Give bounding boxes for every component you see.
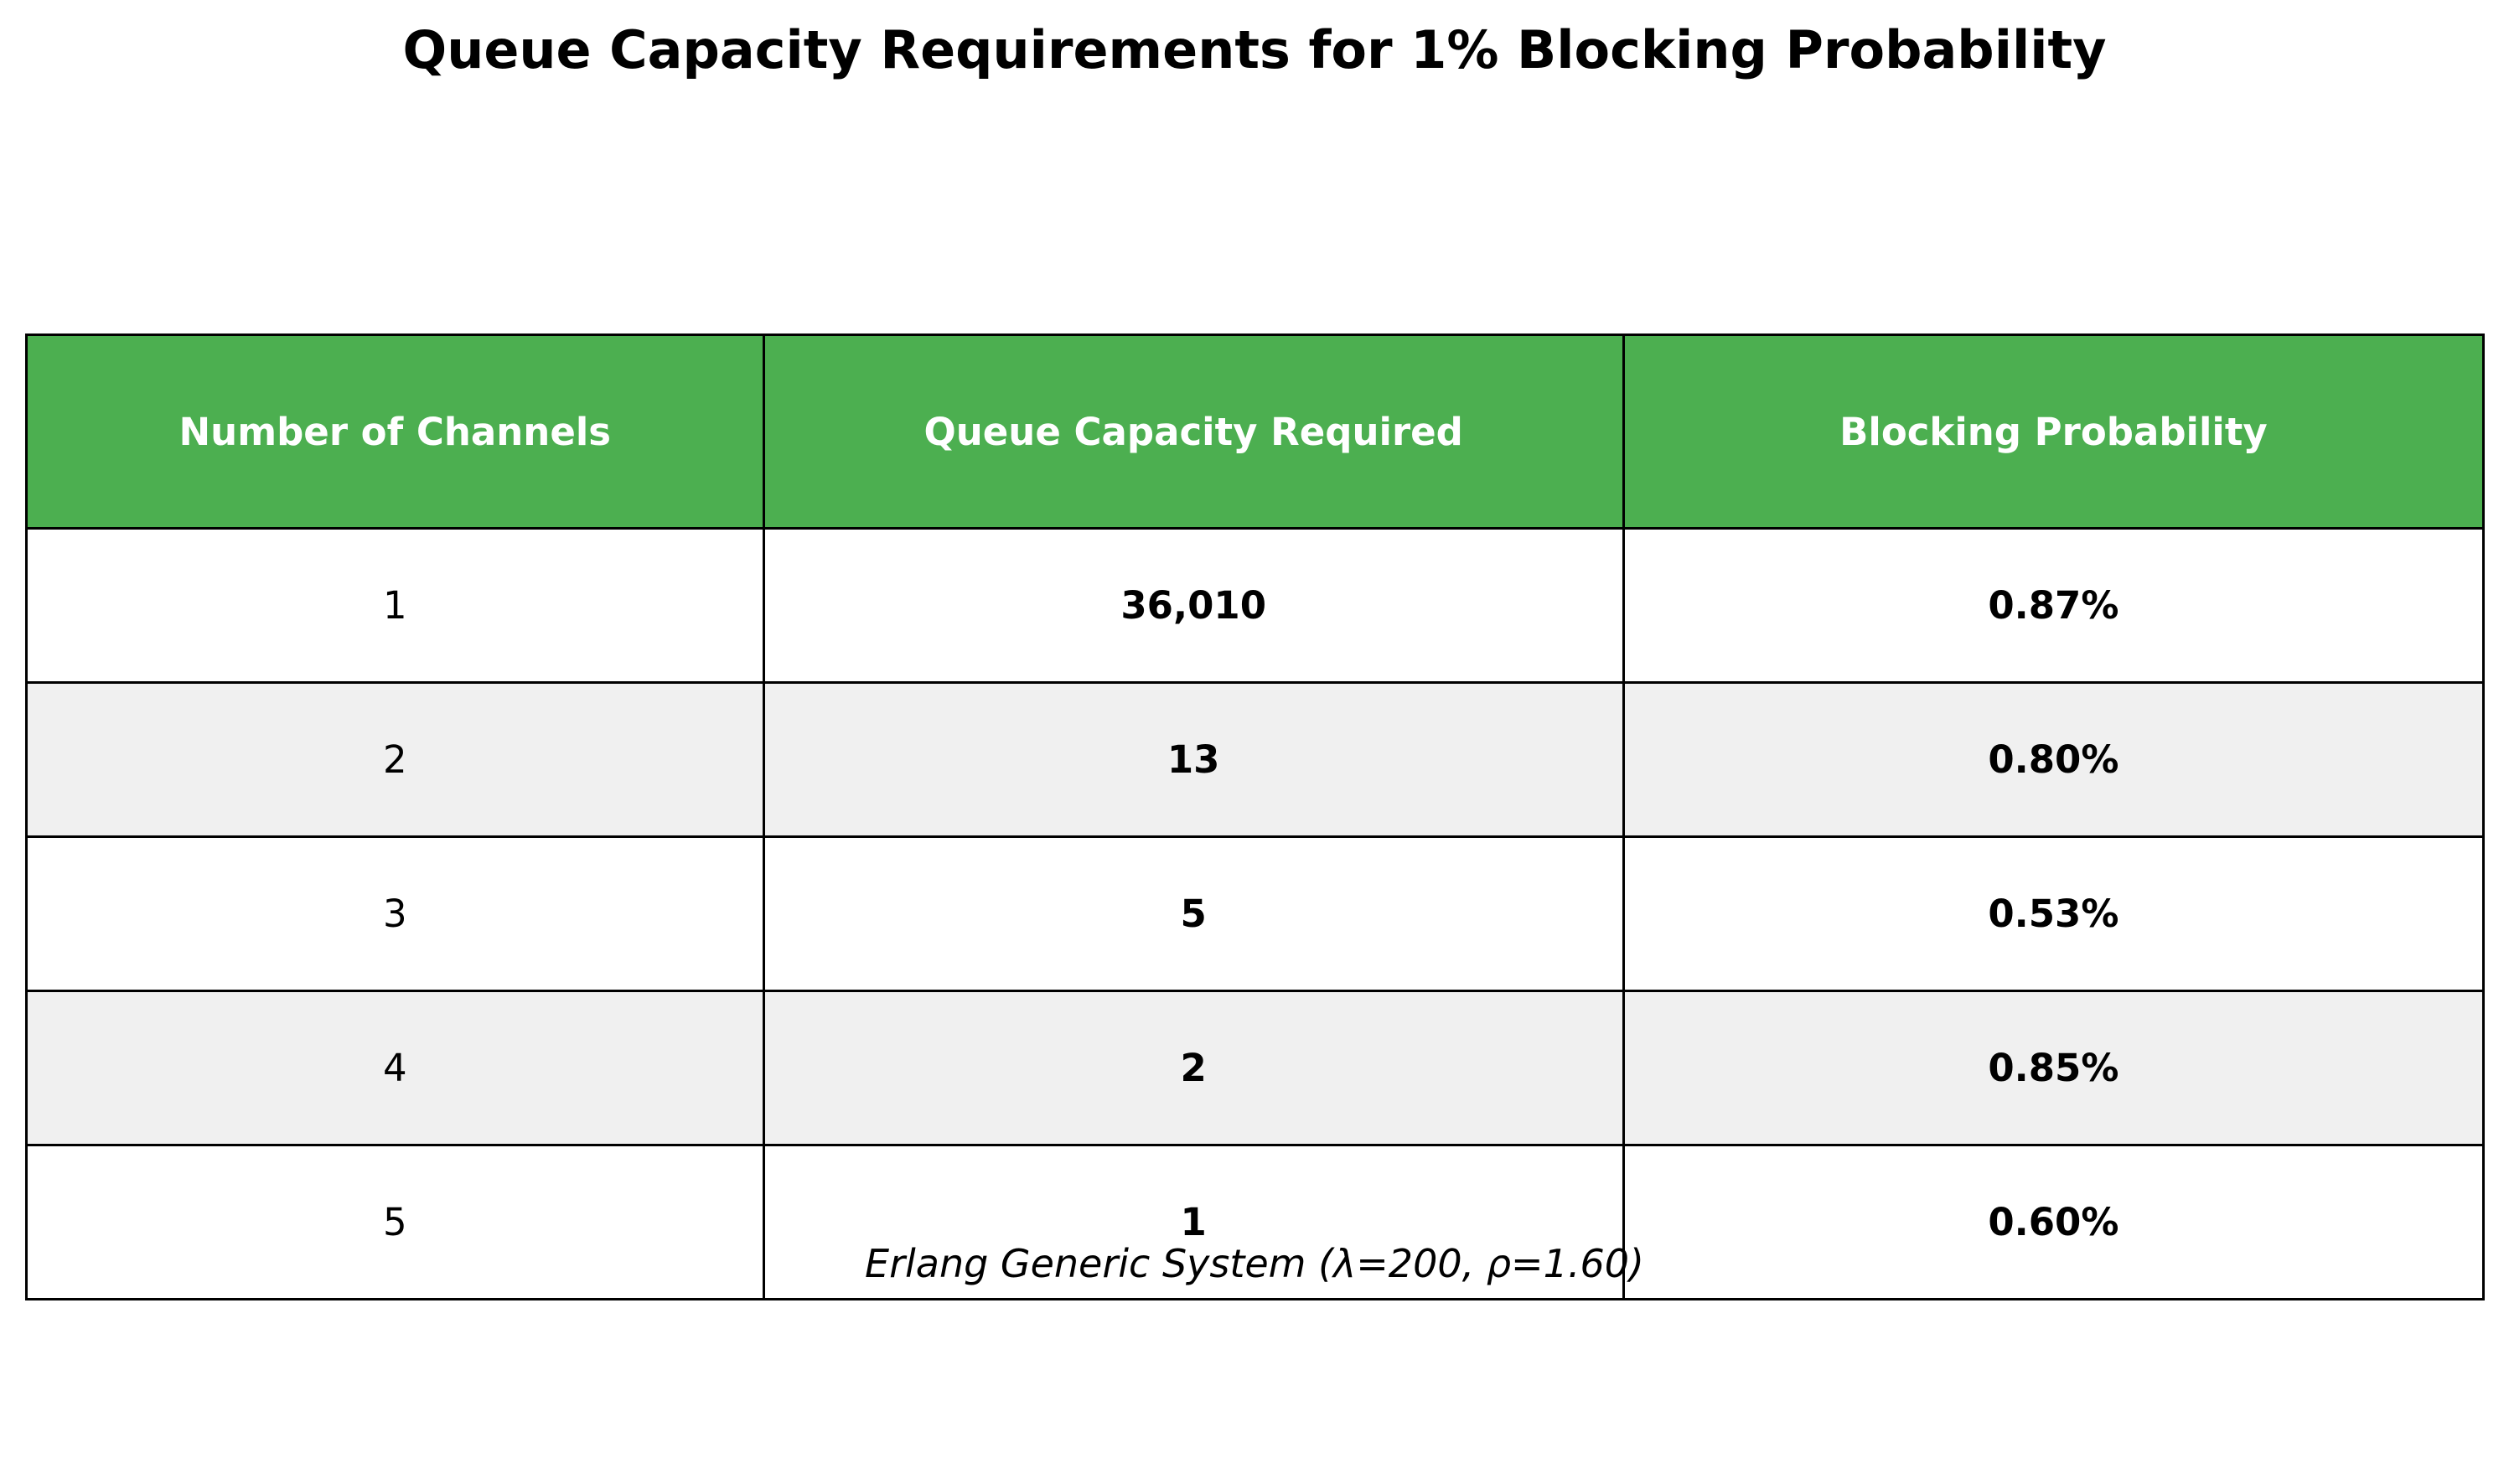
header-number-of-channels: Number of Channels <box>25 334 765 530</box>
header-blocking-probability: Blocking Probability <box>1622 334 2486 530</box>
header-row: Number of Channels Queue Capacity Requir… <box>25 334 2486 530</box>
cell-channels: 3 <box>25 835 765 992</box>
cell-queue-capacity: 13 <box>762 681 1625 838</box>
table-row: 4 2 0.85% <box>25 990 2486 1146</box>
cell-channels: 2 <box>25 681 765 838</box>
table-row: 5 1 0.60% <box>25 1144 2486 1300</box>
cell-blocking-probability: 0.85% <box>1622 990 2486 1146</box>
capacity-table: Number of Channels Queue Capacity Requir… <box>25 334 2486 1300</box>
header-queue-capacity: Queue Capacity Required <box>762 334 1625 530</box>
cell-blocking-probability: 0.80% <box>1622 681 2486 838</box>
table-row: 3 5 0.53% <box>25 835 2486 992</box>
cell-channels: 1 <box>25 527 765 684</box>
table-row: 2 13 0.80% <box>25 681 2486 838</box>
cell-queue-capacity: 36,010 <box>762 527 1625 684</box>
cell-blocking-probability: 0.60% <box>1622 1144 2486 1300</box>
table-row: 1 36,010 0.87% <box>25 527 2486 684</box>
system-annotation: Erlang Generic System (λ=200, ρ=1.60) <box>865 1241 1644 1286</box>
cell-queue-capacity: 1 <box>762 1144 1625 1300</box>
cell-queue-capacity: 5 <box>762 835 1625 992</box>
cell-channels: 4 <box>25 990 765 1146</box>
chart-title: Queue Capacity Requirements for 1% Block… <box>402 19 2107 80</box>
cell-queue-capacity: 2 <box>762 990 1625 1146</box>
cell-channels: 5 <box>25 1144 765 1300</box>
cell-blocking-probability: 0.87% <box>1622 527 2486 684</box>
cell-blocking-probability: 0.53% <box>1622 835 2486 992</box>
